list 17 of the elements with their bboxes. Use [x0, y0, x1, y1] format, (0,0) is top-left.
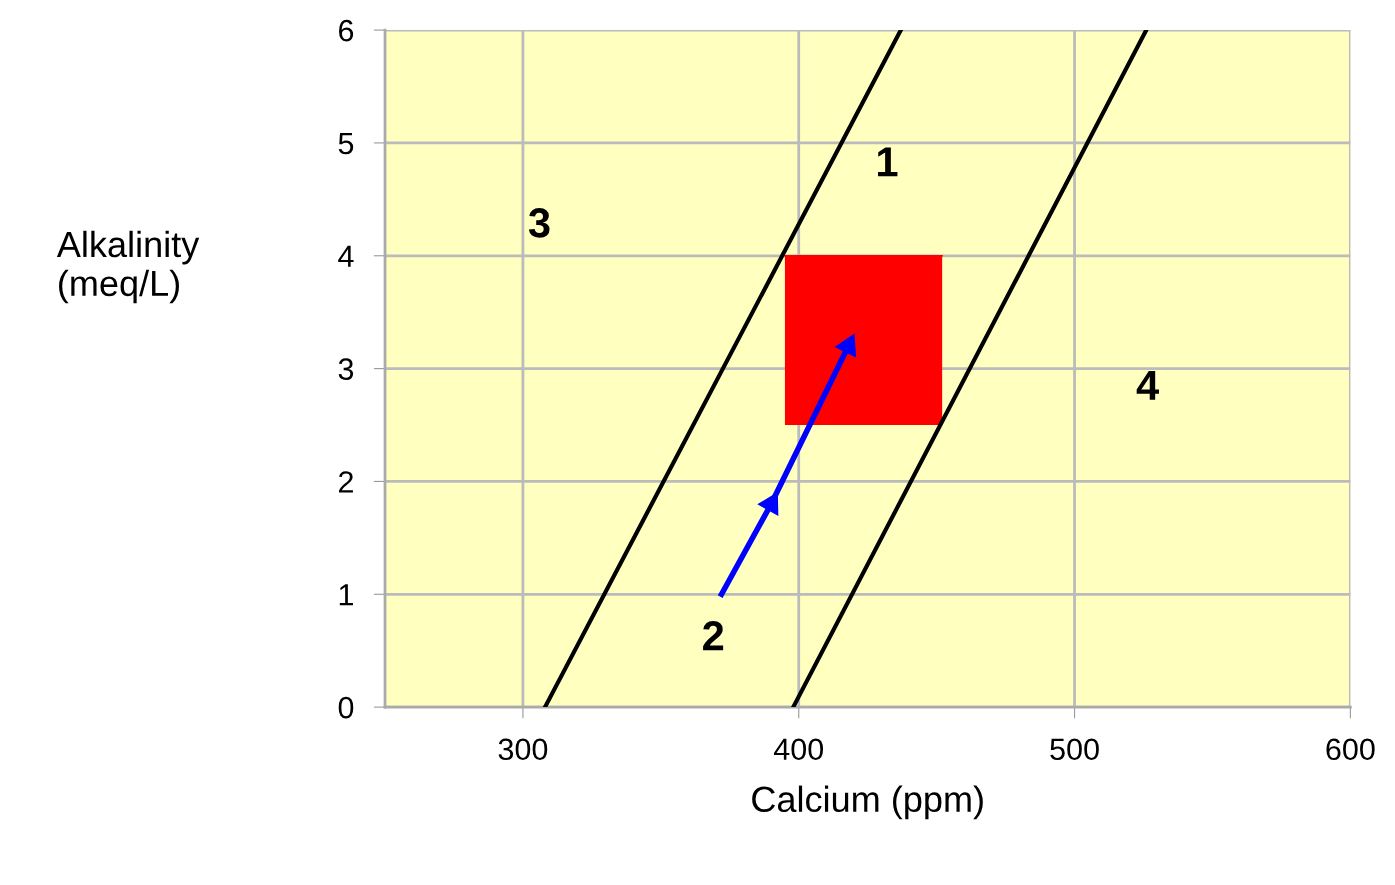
y-tick-label: 0: [338, 696, 354, 719]
y-tick-label: 5: [338, 132, 354, 155]
annotation: 2: [703, 621, 724, 651]
y-tick-label: 2: [339, 471, 353, 493]
y-tick-label: 1: [339, 584, 353, 606]
y-tick-label: 3: [338, 358, 354, 380]
annotation: 3: [528, 208, 550, 238]
x-tick-label: 600: [1326, 738, 1375, 761]
x-axis-title: Calcium (ppm): [752, 785, 983, 820]
y-tick-label: 4: [338, 245, 354, 267]
y-axis-title: Alkalinity (meq/L): [56, 230, 200, 304]
annotation: 4: [1136, 371, 1159, 400]
x-tick-label: 400: [773, 738, 824, 761]
y-tick-label: 6: [339, 19, 354, 42]
x-tick-label: 500: [1050, 738, 1099, 761]
x-tick-label: 300: [498, 738, 548, 761]
annotation: 1: [878, 147, 898, 177]
